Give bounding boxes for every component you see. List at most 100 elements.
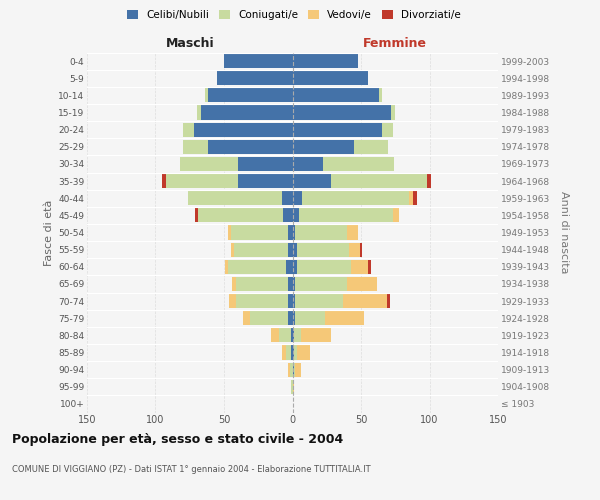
Bar (198, 208, 283, 222)
Bar (231, 242, 233, 256)
Bar (166, 174, 238, 188)
Bar (293, 346, 294, 360)
Bar (293, 54, 358, 68)
Bar (323, 157, 394, 171)
Bar (296, 242, 349, 256)
Bar (409, 191, 413, 205)
Bar (293, 208, 299, 222)
Bar (295, 226, 347, 239)
Bar (271, 328, 279, 342)
Bar (293, 88, 379, 102)
Bar (293, 380, 294, 394)
Bar (233, 242, 289, 256)
Bar (236, 294, 289, 308)
Bar (238, 174, 293, 188)
Bar (293, 191, 302, 205)
Bar (294, 328, 301, 342)
Bar (281, 191, 293, 205)
Bar (295, 311, 325, 325)
Bar (289, 311, 293, 325)
Bar (183, 140, 208, 154)
Y-axis label: Anni di nascita: Anni di nascita (559, 191, 569, 274)
Bar (293, 157, 323, 171)
Bar (301, 328, 331, 342)
Bar (293, 260, 296, 274)
Bar (229, 294, 236, 308)
Bar (293, 294, 295, 308)
Bar (293, 71, 368, 85)
Bar (368, 260, 371, 274)
Text: Popolazione per età, sesso e stato civile - 2004: Popolazione per età, sesso e stato civil… (12, 432, 343, 446)
Bar (228, 260, 286, 274)
Bar (296, 260, 352, 274)
Bar (228, 226, 231, 239)
Bar (232, 277, 236, 291)
Bar (294, 346, 296, 360)
Text: Femmine: Femmine (363, 37, 427, 50)
Bar (238, 157, 293, 171)
Bar (293, 328, 294, 342)
Bar (295, 294, 343, 308)
Bar (293, 242, 296, 256)
Bar (293, 122, 382, 136)
Bar (382, 122, 392, 136)
Bar (224, 54, 293, 68)
Bar (293, 311, 295, 325)
Bar (283, 208, 293, 222)
Bar (291, 380, 293, 394)
Bar (291, 346, 293, 360)
Bar (226, 260, 228, 274)
Bar (294, 362, 295, 376)
Bar (296, 346, 310, 360)
Bar (302, 191, 409, 205)
Bar (289, 226, 293, 239)
Bar (286, 260, 293, 274)
Bar (354, 140, 388, 154)
Bar (293, 362, 294, 376)
Bar (293, 140, 354, 154)
Bar (352, 260, 368, 274)
Bar (236, 277, 289, 291)
Bar (295, 362, 301, 376)
Text: COMUNE DI VIGGIANO (PZ) - Dati ISTAT 1° gennaio 2004 - Elaborazione TUTTITALIA.I: COMUNE DI VIGGIANO (PZ) - Dati ISTAT 1° … (12, 466, 371, 474)
Bar (392, 208, 400, 222)
Text: Maschi: Maschi (166, 37, 214, 50)
Bar (289, 362, 290, 376)
Bar (387, 294, 390, 308)
Bar (293, 226, 295, 239)
Bar (347, 226, 358, 239)
Bar (343, 294, 387, 308)
Y-axis label: Fasce di età: Fasce di età (44, 200, 54, 266)
Bar (201, 106, 293, 120)
Bar (286, 346, 291, 360)
Bar (413, 191, 417, 205)
Bar (208, 140, 293, 154)
Bar (205, 88, 208, 102)
Bar (427, 174, 431, 188)
Bar (281, 346, 286, 360)
Bar (180, 157, 238, 171)
Bar (290, 362, 293, 376)
Bar (183, 122, 194, 136)
Bar (295, 277, 347, 291)
Bar (293, 106, 391, 120)
Bar (349, 242, 359, 256)
Bar (217, 71, 293, 85)
Bar (279, 328, 291, 342)
Bar (250, 311, 289, 325)
Bar (331, 174, 427, 188)
Bar (391, 106, 395, 120)
Bar (293, 277, 295, 291)
Bar (289, 277, 293, 291)
Bar (194, 122, 293, 136)
Bar (325, 311, 364, 325)
Bar (163, 174, 166, 188)
Bar (289, 294, 293, 308)
Bar (379, 88, 382, 102)
Bar (243, 311, 250, 325)
Bar (208, 88, 293, 102)
Bar (291, 328, 293, 342)
Bar (195, 208, 198, 222)
Bar (293, 174, 331, 188)
Bar (299, 208, 392, 222)
